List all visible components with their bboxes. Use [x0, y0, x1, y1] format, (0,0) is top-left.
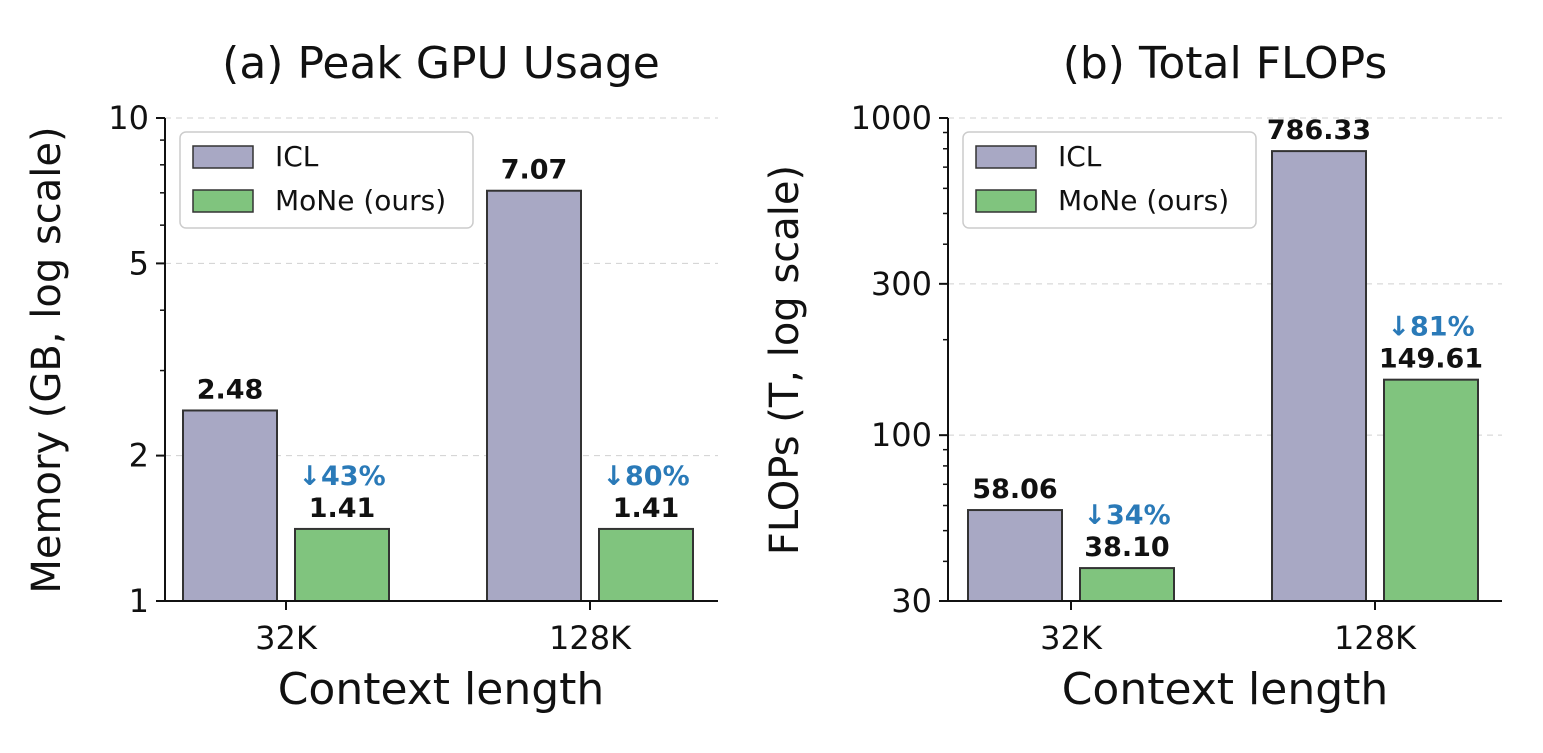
bar-mone-32k — [294, 527, 390, 603]
bar-mone-128k — [1383, 378, 1479, 602]
legend-label: MoNe (ours) — [275, 184, 446, 217]
legend: ICL MoNe (ours) — [962, 131, 1257, 229]
data-label: 1.41 — [613, 493, 680, 524]
y-axis-label: FLOPs (T, log scale) — [762, 165, 808, 555]
data-label: 58.06 — [972, 474, 1057, 505]
y-tick-label: 10 — [108, 99, 149, 137]
data-label: 149.61 — [1379, 344, 1483, 375]
bar-mone-32k — [1079, 567, 1175, 602]
y-tick-label: 1000 — [851, 99, 932, 137]
chart-panel-a: 125102.481.41↓43%32K7.071.41↓80%128K(a) … — [24, 38, 718, 715]
bar-icl-128k — [486, 189, 582, 602]
legend-label: ICL — [1058, 140, 1102, 173]
data-label: 7.07 — [501, 155, 568, 186]
reduction-label: ↓34% — [1083, 500, 1170, 531]
x-axis-label: Context length — [278, 664, 605, 715]
bar-icl-32k — [967, 509, 1063, 602]
x-tick-label: 128K — [1334, 619, 1417, 657]
data-label: 786.33 — [1267, 115, 1371, 146]
legend-swatch-mone — [975, 189, 1037, 213]
legend-swatch-icl — [975, 145, 1037, 169]
chart-title: (b) Total FLOPs — [1063, 38, 1388, 89]
y-tick-label: 100 — [871, 416, 932, 454]
legend-label: ICL — [275, 140, 319, 173]
data-label: 38.10 — [1084, 532, 1169, 563]
y-tick-label: 30 — [891, 582, 932, 620]
chart-panel-b: 30 100 300 1000 58.06 38.10↓34% 32K 786.33 149.6… — [762, 38, 1502, 715]
reduction-label: ↓81% — [1387, 312, 1474, 343]
bar-icl-128k — [1271, 150, 1367, 602]
x-axis-label: Context length — [1062, 664, 1389, 715]
data-label: 2.48 — [197, 374, 264, 405]
bar-mone-128k — [598, 527, 694, 603]
legend-label: MoNe (ours) — [1058, 184, 1229, 217]
legend-swatch-mone — [192, 189, 254, 213]
x-tick-label: 32K — [1040, 619, 1103, 657]
y-tick-label: 2 — [129, 437, 149, 475]
x-tick-label: 32K — [255, 619, 318, 657]
y-tick-label: 5 — [129, 244, 149, 282]
legend: ICL MoNe (ours) — [179, 131, 474, 229]
bar-icl-32k — [182, 409, 278, 602]
y-tick-label: 300 — [871, 265, 932, 303]
reduction-label: ↓43% — [298, 461, 385, 492]
y-axis-label: Memory (GB, log scale) — [24, 126, 70, 593]
reduction-label: ↓80% — [602, 461, 689, 492]
data-label: 1.41 — [309, 493, 376, 524]
y-tick-label: 1 — [129, 582, 149, 620]
legend-swatch-icl — [192, 145, 254, 169]
x-tick-label: 128K — [549, 619, 632, 657]
chart-title: (a) Peak GPU Usage — [222, 38, 660, 89]
